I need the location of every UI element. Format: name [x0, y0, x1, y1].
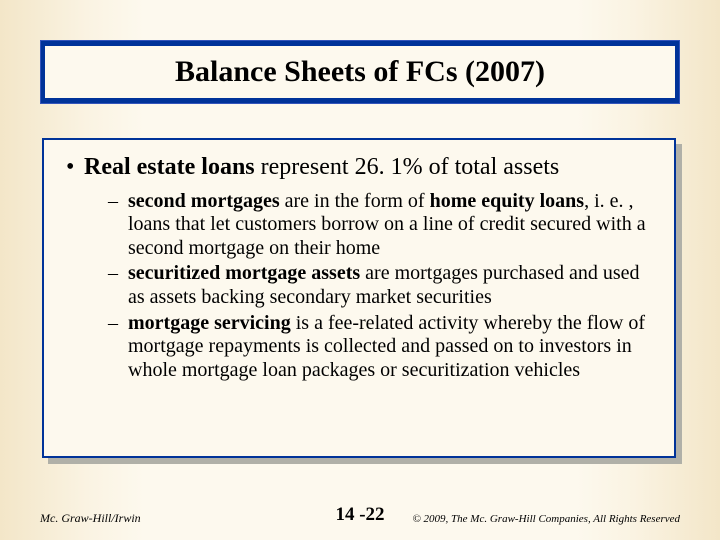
footer-left: Mc. Graw-Hill/Irwin [40, 511, 141, 526]
title-bar-inner: Balance Sheets of FCs (2007) [45, 46, 675, 98]
sub0-b2: home equity loans [430, 190, 584, 212]
footer: Mc. Graw-Hill/Irwin 14 -22 © 2009, The M… [0, 511, 720, 526]
sub2-b1: mortgage servicing [128, 312, 291, 334]
content-box: Real estate loans represent 26. 1% of to… [42, 138, 676, 458]
bullet-sub-2: mortgage servicing is a fee-related acti… [64, 312, 654, 383]
footer-center: 14 -22 [335, 504, 384, 526]
sub0-t1: are in the form of [280, 190, 430, 212]
bullet-main: Real estate loans represent 26. 1% of to… [64, 154, 654, 182]
title-bar: Balance Sheets of FCs (2007) [40, 40, 680, 104]
sub0-b1: second mortgages [128, 190, 280, 212]
slide-title: Balance Sheets of FCs (2007) [175, 55, 545, 89]
bullet-main-bold: Real estate loans [84, 154, 255, 180]
footer-right: © 2009, The Mc. Graw-Hill Companies, All… [412, 513, 680, 525]
slide: Balance Sheets of FCs (2007) Real estate… [0, 0, 720, 540]
bullet-sub-0: second mortgages are in the form of home… [64, 190, 654, 261]
bullet-sub-1: securitized mortgage assets are mortgage… [64, 262, 654, 309]
sub1-b1: securitized mortgage assets [128, 262, 360, 284]
bullet-main-rest: represent 26. 1% of total assets [255, 154, 560, 180]
